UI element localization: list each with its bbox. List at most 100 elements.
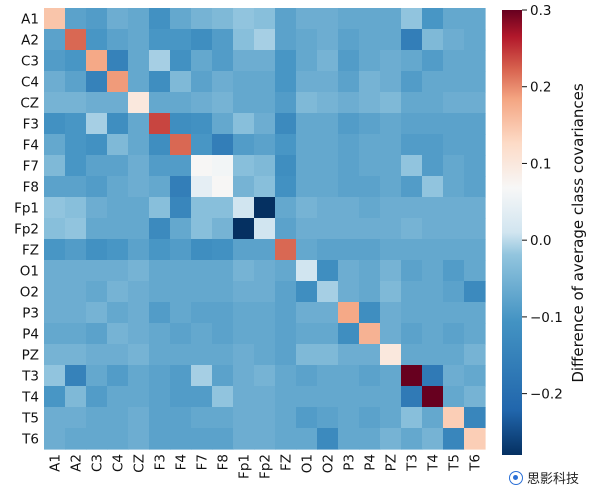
x-tick-label: P4 (363, 454, 379, 471)
y-tick-label: PZ (22, 348, 39, 364)
heatmap-cell (44, 428, 66, 450)
heatmap-cell (212, 302, 234, 324)
heatmap-cell (443, 176, 465, 198)
heatmap-cell (149, 239, 171, 261)
heatmap-cell (380, 155, 402, 177)
heatmap-cell (191, 155, 213, 177)
heatmap-cell (107, 197, 129, 219)
heatmap-cell (254, 50, 276, 72)
heatmap-cell (422, 50, 444, 72)
heatmap-cell (317, 428, 339, 450)
heatmap-cell (401, 197, 423, 219)
heatmap-cell (338, 281, 360, 303)
heatmap-cell (44, 92, 66, 114)
heatmap-cell (275, 281, 297, 303)
heatmap-cell (275, 92, 297, 114)
heatmap-cell (233, 218, 255, 240)
x-tick-label: F3 (153, 454, 169, 470)
heatmap-cell (65, 29, 87, 51)
heatmap-cell (128, 302, 150, 324)
heatmap-cell (422, 176, 444, 198)
heatmap-cell (422, 29, 444, 51)
y-tick-label: O2 (20, 285, 39, 301)
heatmap-cell (443, 365, 465, 387)
heatmap-cell (170, 176, 192, 198)
heatmap-cell (254, 155, 276, 177)
heatmap-cell (317, 302, 339, 324)
heatmap-cell (107, 155, 129, 177)
y-tick-labels: A1 A2 C3 C4 CZ F3 F4 F7 F8 Fp1 Fp2 FZ O1 O2 P3 P4 PZ T3 T4… (14, 12, 39, 448)
heatmap-cell (464, 218, 486, 240)
heatmap-cell (254, 302, 276, 324)
heatmap-cell (170, 323, 192, 345)
heatmap-cell (65, 134, 87, 156)
heatmap-cell (401, 323, 423, 345)
heatmap-cell (443, 71, 465, 93)
x-tick-label: C3 (90, 454, 106, 472)
heatmap-cell (422, 386, 444, 408)
heatmap-cell (338, 239, 360, 261)
heatmap-cell (296, 281, 318, 303)
heatmap-cell (443, 29, 465, 51)
heatmap-cell (233, 71, 255, 93)
heatmap-cell (254, 386, 276, 408)
heatmap-cell (254, 134, 276, 156)
heatmap-cell (317, 260, 339, 282)
heatmap-cell (212, 197, 234, 219)
heatmap-cell (422, 134, 444, 156)
heatmap-cell (65, 218, 87, 240)
heatmap-cell (149, 407, 171, 429)
heatmap-cell (128, 197, 150, 219)
heatmap-cell (212, 218, 234, 240)
heatmap-cell (191, 134, 213, 156)
heatmap-cell (65, 239, 87, 261)
y-tick-label: T3 (21, 369, 39, 385)
heatmap-cell (359, 50, 381, 72)
heatmap-cell (380, 260, 402, 282)
heatmap-cell (338, 113, 360, 135)
heatmap-cell (170, 344, 192, 366)
y-tick-label: P4 (22, 327, 39, 343)
heatmap-cell (191, 386, 213, 408)
heatmap-cell (44, 239, 66, 261)
heatmap-cell (86, 71, 108, 93)
heatmap-cell (191, 239, 213, 261)
heatmap-cell (86, 365, 108, 387)
heatmap-cell (212, 365, 234, 387)
heatmap-cell (443, 323, 465, 345)
heatmap-cell (128, 428, 150, 450)
x-tick-label: FZ (279, 454, 295, 471)
heatmap-cell (212, 50, 234, 72)
heatmap-cell (359, 239, 381, 261)
heatmap-cell (275, 407, 297, 429)
heatmap-cell (65, 92, 87, 114)
heatmap-cell (317, 71, 339, 93)
heatmap-cell (149, 344, 171, 366)
heatmap-cell (296, 428, 318, 450)
heatmap-cell (44, 176, 66, 198)
heatmap-cell (86, 113, 108, 135)
heatmap-cell (233, 428, 255, 450)
heatmap-cell (149, 281, 171, 303)
heatmap-cell (86, 218, 108, 240)
heatmap-cell (191, 71, 213, 93)
heatmap-cell (128, 218, 150, 240)
y-tick-label: CZ (20, 96, 39, 112)
heatmap-cell (254, 344, 276, 366)
wechat-icon (508, 470, 523, 485)
y-tick-label: T4 (21, 390, 39, 406)
heatmap-cell (443, 239, 465, 261)
x-tick-label: C4 (111, 454, 127, 472)
heatmap-cell (107, 218, 129, 240)
x-tick-label: T3 (405, 454, 421, 472)
x-tick-label: T6 (468, 454, 484, 472)
heatmap-cell (296, 134, 318, 156)
heatmap-cell (317, 92, 339, 114)
heatmap-cell (107, 8, 129, 30)
heatmap-cell (149, 260, 171, 282)
heatmap-cell (233, 29, 255, 51)
heatmap-cell (65, 260, 87, 282)
heatmap-cell (380, 29, 402, 51)
heatmap-cell (338, 428, 360, 450)
heatmap-cell (380, 386, 402, 408)
